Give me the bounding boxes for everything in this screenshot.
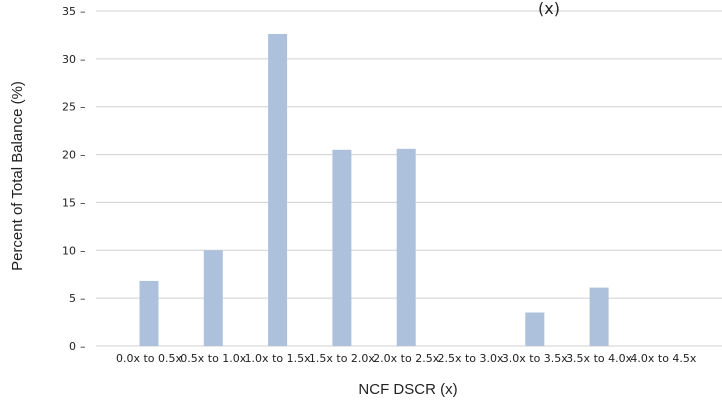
x-tick-labels: 0.0x to 0.5x0.5x to 1.0x1.0x to 1.5x1.5x… xyxy=(116,352,697,365)
chart-title-fragment: (x) xyxy=(538,0,560,18)
y-tick-mark: – xyxy=(80,292,86,305)
y-tick-label: 0 xyxy=(69,340,76,353)
y-tick-mark: – xyxy=(80,53,86,66)
bar xyxy=(396,148,416,346)
y-tick-mark: – xyxy=(80,5,86,18)
bar xyxy=(332,149,352,346)
y-tick-label: 20 xyxy=(62,149,76,162)
y-tick-mark: – xyxy=(80,196,86,209)
x-tick-label: 2.5x to 3.0x xyxy=(437,352,504,365)
y-tick-label: 10 xyxy=(62,244,76,257)
y-tick-mark: – xyxy=(80,101,86,114)
x-tick-label: 4.0x to 4.5x xyxy=(630,352,697,365)
x-axis-title: NCF DSCR (x) xyxy=(358,381,457,398)
bar xyxy=(203,250,223,346)
y-tick-label: 30 xyxy=(62,53,76,66)
y-axis-title: Percent of Total Balance (%) xyxy=(9,81,26,271)
x-tick-label: 0.5x to 1.0x xyxy=(180,352,247,365)
y-tick-label: 35 xyxy=(62,5,76,18)
x-tick-label: 1.5x to 2.0x xyxy=(309,352,376,365)
bar xyxy=(268,33,288,346)
x-tick-label: 0.0x to 0.5x xyxy=(116,352,183,365)
y-tick-mark: – xyxy=(80,244,86,257)
bar xyxy=(139,280,159,346)
y-tick-mark: – xyxy=(80,340,86,353)
bar xyxy=(525,312,545,346)
x-tick-label: 3.5x to 4.0x xyxy=(566,352,633,365)
y-tick-label: 25 xyxy=(62,101,76,114)
x-tick-label: 1.0x to 1.5x xyxy=(245,352,312,365)
y-tick-label: 5 xyxy=(69,292,76,305)
y-tick-mark: – xyxy=(80,149,86,162)
y-tick-labels: 0 –5 –10 –15 –20 –25 –30 –35– xyxy=(62,5,86,353)
bar xyxy=(589,287,609,346)
y-tick-label: 15 xyxy=(62,196,76,209)
x-tick-label: 2.0x to 2.5x xyxy=(373,352,440,365)
x-tick-label: 3.0x to 3.5x xyxy=(502,352,569,365)
bars xyxy=(139,33,609,346)
